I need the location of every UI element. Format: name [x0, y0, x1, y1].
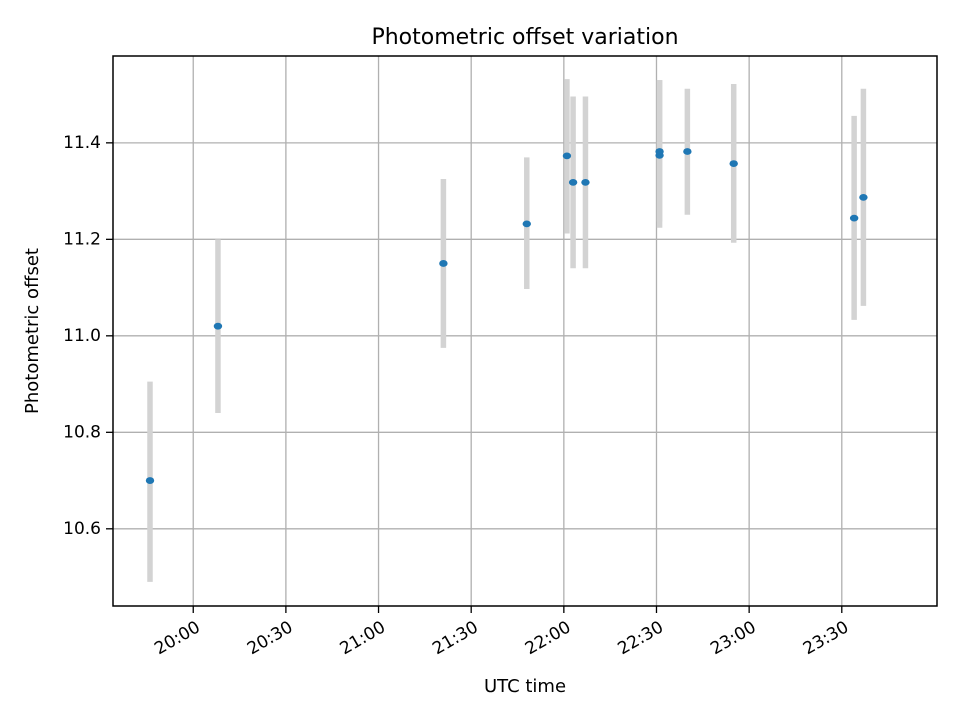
y-tick-label: 11.4	[63, 133, 101, 153]
data-point	[683, 148, 692, 155]
data-point	[562, 152, 572, 160]
chart-title: Photometric offset variation	[371, 25, 678, 50]
data-point	[849, 214, 859, 222]
data-point	[568, 179, 578, 186]
data-point	[522, 220, 531, 228]
data-point	[581, 179, 590, 186]
plot-area-frame	[112, 55, 938, 607]
grid-layer	[113, 56, 937, 606]
point-layer	[145, 148, 868, 484]
data-point	[859, 193, 868, 201]
y-tick-label: 11.2	[63, 229, 101, 249]
y-tick-label: 10.6	[63, 519, 101, 539]
data-point	[655, 148, 664, 155]
y-tick-label: 11.0	[63, 326, 101, 346]
y-tick-label: 10.8	[63, 422, 101, 442]
data-point	[145, 477, 155, 484]
data-point	[213, 322, 223, 330]
data-point	[439, 260, 448, 267]
data-point	[729, 160, 738, 167]
x-axis-label: UTC time	[484, 676, 566, 697]
y-axis-label: Photometric offset	[22, 248, 43, 414]
